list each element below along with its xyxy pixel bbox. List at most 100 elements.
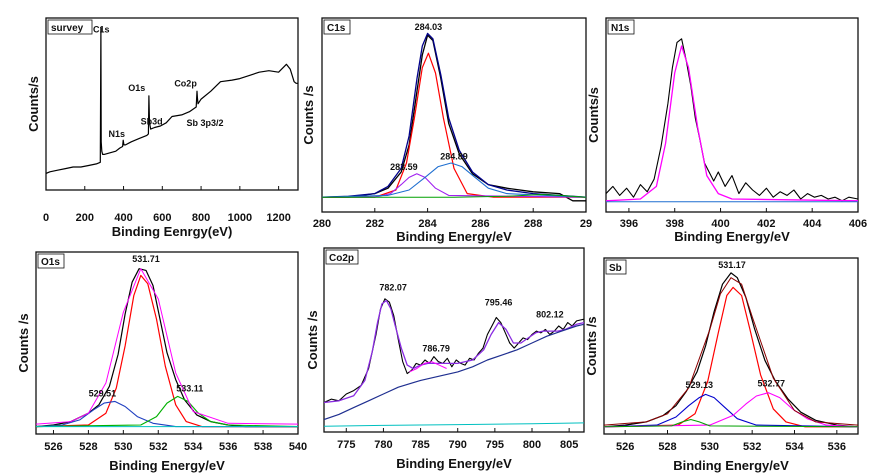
peak-annotation: Sb3d [141,116,163,126]
series-line-2 [36,274,298,428]
tick-layer: 0 200 400 600 800 1000 1200 [43,186,291,224]
x-axis-title: Binding Energy/eV [673,458,789,473]
series-line-6 [604,277,858,426]
series-line-4 [324,323,584,421]
series-line-2 [604,286,858,428]
x-tick-label: 400 [114,212,132,224]
panel-label-box [607,19,635,35]
x-tick-label: 775 [337,439,355,451]
x-tick-label: 785 [411,439,429,451]
x-tick-label: 528 [79,441,97,453]
x-tick-label: 532 [743,441,761,453]
plot-frame [35,251,299,435]
series-line-3 [604,393,858,428]
x-tick-label: 526 [44,441,62,453]
panel-label-box [323,19,351,35]
panel-label: C1s [327,23,346,34]
series-line-1 [46,27,298,174]
series-line-3 [36,400,298,428]
panel-label: N1s [611,23,630,34]
series-line-2 [322,32,586,198]
plot-frame [603,257,859,435]
peak-annotation: 283.59 [390,162,418,172]
panel-label: Co2p [329,253,354,264]
tick-layer: 775 780 785 790 795 800 805 [337,428,578,451]
annotation-layer: 284.03 283.59 284.89 [390,22,468,172]
plot-frame [321,17,587,213]
series-line-2 [324,299,584,404]
series-layer [46,27,298,174]
peak-annotation: 529.13 [685,380,713,390]
series-line-3 [409,361,447,373]
annotation-layer: 782.07 786.79 795.46 802.12 [379,282,563,353]
annotation-layer: 531.71 529.51 533.11 [89,254,204,398]
y-axis-title: Counts/s [586,87,601,143]
series-line-1 [606,38,858,202]
x-tick-label: 600 [153,212,171,224]
x-tick-label: 286 [471,218,489,230]
panel-o1s: 526 528 530 532 534 536 538 540 531.71 529.51 533… [16,251,307,473]
x-tick-label: 528 [658,441,676,453]
x-tick-label: 780 [374,439,392,451]
series-line-5 [322,162,586,198]
x-axis-title: Binding Energy/eV [109,458,225,473]
peak-annotation: O1s [128,83,145,93]
peak-annotation: 531.71 [132,254,160,264]
panel-label: O1s [41,257,60,268]
peak-annotation: 284.89 [440,151,468,161]
x-tick-label: 29 [580,218,592,230]
plot-frame [45,17,299,191]
panel-label-box [605,259,627,275]
x-tick-label: 288 [524,218,542,230]
panel-label-box [37,253,65,269]
x-tick-label: 800 [192,212,210,224]
panel-c1s: 280 282 284 286 288 29 284.03 283.59 284.89 C1s… [301,17,592,244]
panel-label: Sb [609,263,622,274]
x-tick-label: 200 [76,212,94,224]
peak-annotation: 284.03 [415,22,443,32]
x-tick-label: 0 [43,212,49,224]
series-layer [36,268,298,428]
x-tick-label: 795 [486,439,504,451]
peak-annotation: Sb 3p3/2 [186,118,223,128]
series-line-1 [324,298,584,403]
x-tick-label: 538 [254,441,272,453]
peak-annotation: N1s [108,129,125,139]
x-tick-label: 280 [313,218,331,230]
panel-sb: 526 528 530 532 534 536 531.17 529.13 532.77 Sb… [584,257,859,473]
x-axis-title: Binding Energy/eV [674,229,790,244]
x-tick-label: 534 [184,441,203,453]
x-tick-label: 805 [560,439,578,451]
panel-label-box [47,19,93,35]
x-axis-title: Binding Energy/eV [396,456,512,471]
x-tick-label: 536 [219,441,237,453]
tick-layer: 526 528 530 532 534 536 [616,430,846,453]
plot-frame [605,17,859,213]
panel-co2p: 775 780 785 790 795 800 805 782.07 786.79 795.46… [305,247,585,471]
y-axis-title: Counts /s [305,310,320,369]
x-tick-label: 534 [785,441,804,453]
x-tick-label: 530 [114,441,132,453]
series-line-5 [36,268,298,425]
x-tick-label: 540 [289,441,307,453]
tick-layer: 280 282 284 286 288 29 [313,208,592,230]
peak-annotation: 532.77 [757,378,785,388]
x-tick-label: 800 [523,439,541,451]
x-axis-title: Binding Eenrgy(eV) [112,224,233,239]
series-line-2 [606,45,858,202]
x-tick-label: 406 [849,218,867,230]
x-tick-label: 532 [149,441,167,453]
peak-annotation: 795.46 [485,298,513,308]
y-axis-title: Counts/s [26,76,41,132]
panel-label: survey [51,23,84,34]
tick-layer: 526 528 530 532 534 536 538 540 [44,430,307,453]
x-axis-title: Binding Energy/eV [396,229,512,244]
peak-annotation: 802.12 [536,310,564,320]
x-tick-label: 400 [711,218,729,230]
series-line-5 [324,422,584,427]
plot-frame [323,247,585,433]
y-axis-title: Counts /s [301,85,316,144]
peak-annotation: 786.79 [422,344,450,354]
panel-survey: 0 200 400 600 800 1000 1200 C1s N1s O1s Sb3d Co2p S… [26,17,299,239]
